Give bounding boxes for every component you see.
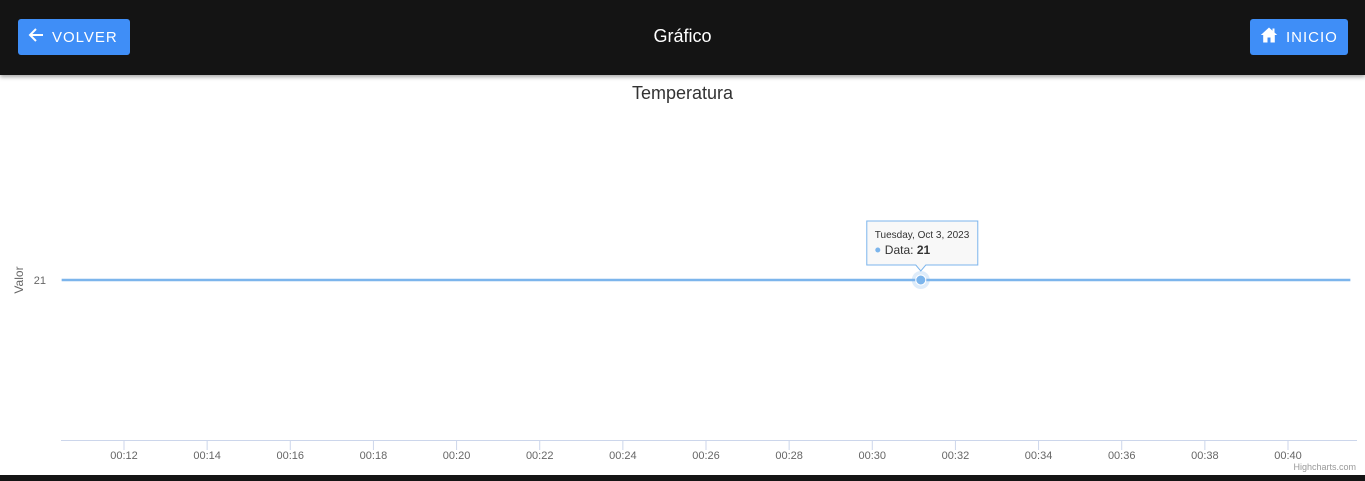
credits-link[interactable]: Highcharts.com bbox=[1293, 462, 1356, 472]
data-point-hovered[interactable] bbox=[915, 274, 927, 286]
y-axis-ticks: 21 bbox=[34, 275, 46, 287]
y-tick-label: 21 bbox=[34, 275, 46, 287]
x-tick-label: 00:26 bbox=[692, 450, 720, 462]
x-tick-label: 00:38 bbox=[1191, 450, 1219, 462]
x-tick-label: 00:22 bbox=[526, 450, 554, 462]
x-tick-label: 00:18 bbox=[360, 450, 388, 462]
app-bar: VOLVER Gráfico INICIO bbox=[0, 0, 1365, 75]
page-title: Gráfico bbox=[653, 26, 712, 46]
x-tick-label: 00:34 bbox=[1025, 450, 1053, 462]
x-tick-label: 00:30 bbox=[859, 450, 887, 462]
tooltip-date: Tuesday, Oct 3, 2023 bbox=[875, 230, 970, 241]
chart-title: Temperatura bbox=[632, 83, 734, 103]
back-button[interactable]: VOLVER bbox=[18, 19, 130, 55]
back-button-label: VOLVER bbox=[52, 28, 118, 46]
tooltip: Tuesday, Oct 3, 2023 Data: 21 bbox=[866, 220, 979, 272]
y-axis-title: Valor bbox=[12, 266, 26, 293]
arrow-left-icon bbox=[28, 27, 52, 47]
tooltip-bullet bbox=[875, 247, 881, 253]
home-button-label: INICIO bbox=[1286, 28, 1338, 46]
x-tick-label: 00:12 bbox=[110, 450, 138, 462]
tooltip-value: 21 bbox=[917, 243, 931, 257]
tooltip-separator: : bbox=[910, 243, 917, 257]
x-tick-label: 00:36 bbox=[1108, 450, 1136, 462]
home-icon bbox=[1260, 26, 1286, 48]
x-tick-label: 00:16 bbox=[277, 450, 305, 462]
tooltip-series-line: Data: 21 bbox=[885, 243, 931, 257]
x-tick-label: 00:32 bbox=[942, 450, 970, 462]
x-axis-ticks: 00:12 00:14 00:16 00:18 00:20 00:22 00:24 00:26… bbox=[110, 440, 1302, 462]
x-tick-label: 00:40 bbox=[1274, 450, 1302, 462]
x-tick-label: 00:28 bbox=[775, 450, 803, 462]
x-tick-label: 00:14 bbox=[193, 450, 221, 462]
bottom-bar bbox=[0, 475, 1365, 481]
tooltip-box bbox=[866, 220, 979, 272]
home-button[interactable]: INICIO bbox=[1250, 19, 1348, 55]
temperature-chart: Temperatura Valor 00:12 00:14 00:16 00:18 00… bbox=[12, 83, 1357, 472]
x-tick-label: 00:20 bbox=[443, 450, 471, 462]
x-tick-label: 00:24 bbox=[609, 450, 637, 462]
series-layer bbox=[61, 271, 1351, 289]
tooltip-series-name: Data bbox=[885, 243, 911, 257]
